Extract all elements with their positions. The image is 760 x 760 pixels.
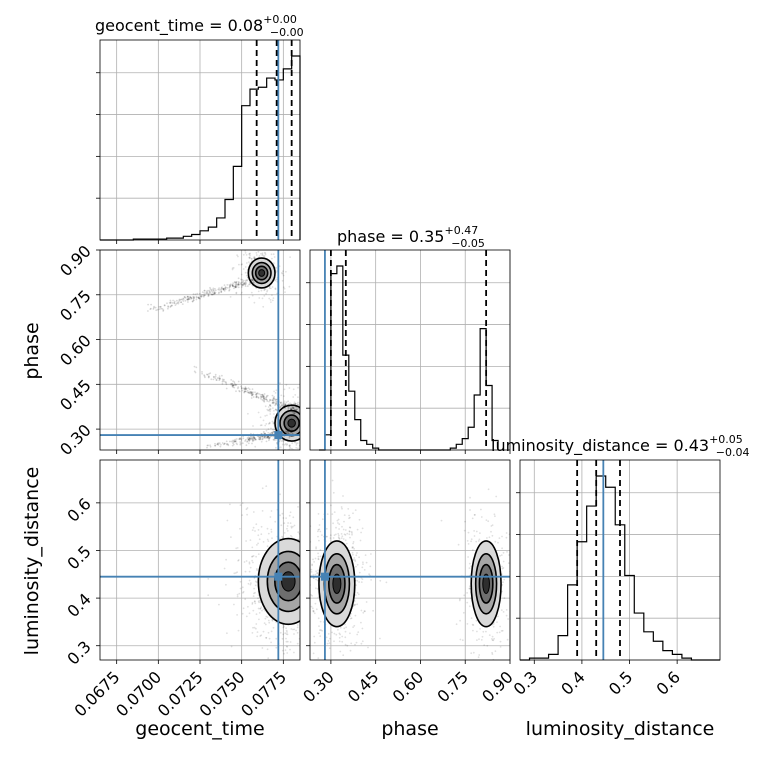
panel-geocent_time-phase-truth-marker: [274, 431, 283, 440]
panel-geocent_time-luminosity_distance-frame: [99, 459, 301, 661]
panel-phase-luminosity_distance-contour-1-3: [482, 573, 490, 594]
title-luminosity-distance: luminosity_distance = 0.43+0.05 −0.04: [491, 433, 750, 459]
hist-step-luminosity_distance: [520, 475, 720, 661]
title-geocent-time: geocent_time = 0.08+0.00 −0.00: [95, 13, 304, 39]
panel-geocent_time-phase-yticklabel-3: 0.75: [56, 286, 95, 325]
panel-geocent_time-luminosity_distance-yticklabel-0: 0.3: [63, 637, 94, 668]
panel-phase-luminosity_distance-xticklabel-2: 0.60: [389, 667, 428, 706]
panel-phase-luminosity_distance-xticklabel-1: 0.45: [344, 667, 383, 706]
panel-geocent_time-luminosity_distance-yticklabel-2: 0.5: [63, 542, 94, 573]
panel-geocent_time-phase-yticklabel-1: 0.45: [56, 376, 95, 415]
panel-geocent_time-phase-contour-1-3: [287, 418, 296, 428]
panel-geocent_time-luminosity_distance-yticklabel-1: 0.4: [63, 589, 94, 620]
panel-geocent_time-luminosity_distance-xticklabel-0: 0.0675: [70, 667, 123, 720]
ylabel-luminosity-distance: luminosity_distance: [21, 467, 43, 656]
hist-frame-phase: [309, 249, 511, 451]
panel-geocent_time-luminosity_distance-xticklabel-3: 0.0750: [195, 667, 248, 720]
panel-phase-luminosity_distance-density: [310, 479, 510, 660]
hist-luminosity_distance-xticklabel-1: 0.4: [557, 667, 588, 698]
hist-luminosity_distance-xticklabel-3: 0.6: [653, 667, 684, 698]
panel-phase-luminosity_distance-xticklabel-3: 0.75: [433, 667, 472, 706]
ylabel-phase: phase: [21, 322, 43, 379]
xlabel-phase: phase: [381, 718, 438, 740]
panel-geocent_time-phase-contour-0-3: [258, 269, 266, 277]
hist-panel-luminosity_distance: 0.3 0.4 0.5 0.6: [510, 459, 721, 699]
panel-geocent_time-phase-yticklabel-2: 0.60: [56, 331, 95, 370]
panel-phase-luminosity_distance-xticklabel-0: 0.30: [299, 667, 338, 706]
panel-geocent_time-luminosity_distance-xticklabel-4: 0.0775: [237, 667, 290, 720]
hist-frame-luminosity_distance: [519, 459, 721, 661]
panel-geocent_time-luminosity_distance-yticklabel-3: 0.6: [63, 494, 94, 525]
panel-geocent_time-phase: 0.30 0.45 0.60 0.75 0.90: [56, 241, 301, 459]
panel-geocent_time-phase-yticklabel-4: 0.90: [56, 241, 95, 280]
panel-geocent_time-luminosity_distance-contour-0-3: [281, 571, 296, 592]
xlabel-luminosity-distance: luminosity_distance: [526, 718, 715, 740]
hist-frame-geocent_time: [99, 39, 301, 241]
hist-luminosity_distance-xticklabel-2: 0.5: [605, 667, 636, 698]
panel-geocent_time-luminosity_distance-xticklabel-2: 0.0725: [154, 667, 207, 720]
panel-geocent_time-luminosity_distance-density: [207, 485, 300, 660]
panel-phase-luminosity_distance-frame: [309, 459, 511, 661]
panel-phase-luminosity_distance-contour-0-3: [332, 573, 342, 594]
panel-geocent_time-phase-density: [147, 250, 300, 450]
panel-phase-luminosity_distance: 0.30 0.45 0.60 0.75 0.90: [299, 459, 517, 706]
title-phase: phase = 0.35+0.47 −0.05: [337, 224, 485, 250]
hist-step-geocent_time: [100, 55, 301, 241]
xlabel-geocent-time: geocent_time: [135, 718, 264, 740]
hist-panel-phase: [306, 249, 511, 454]
panel-geocent_time-phase-yticklabel-0: 0.30: [56, 420, 95, 459]
panel-geocent_time-luminosity_distance-truth-marker: [274, 572, 283, 581]
panel-geocent_time-phase-frame: [99, 249, 301, 451]
panel-geocent_time-luminosity_distance-xticklabel-1: 0.0700: [112, 667, 165, 720]
panel-phase-luminosity_distance-truth-marker: [320, 572, 329, 581]
hist-panel-geocent_time: [96, 39, 301, 244]
